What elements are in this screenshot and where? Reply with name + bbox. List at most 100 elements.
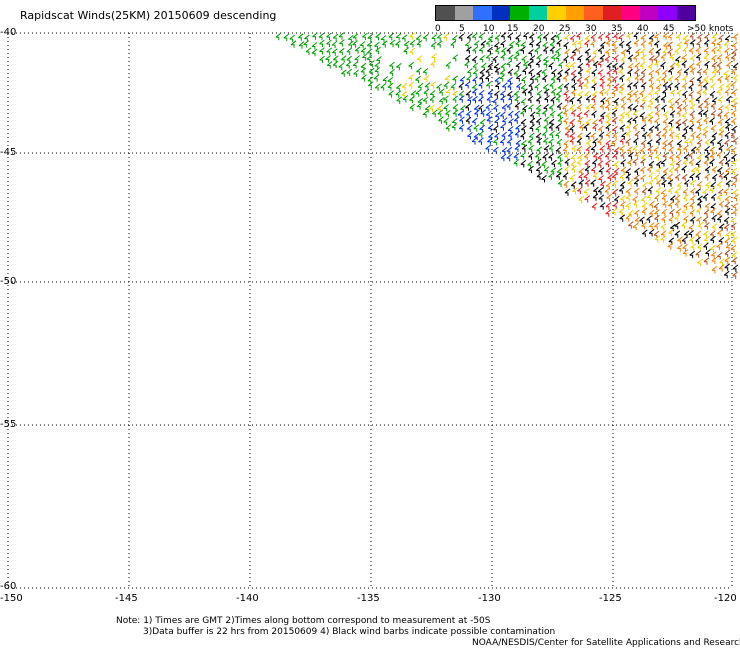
wind-barb xyxy=(688,138,695,146)
wind-barb xyxy=(634,130,641,139)
wind-barb xyxy=(725,179,732,188)
wind-barb xyxy=(541,74,548,83)
wind-barb xyxy=(718,130,725,138)
wind-barb xyxy=(668,125,675,134)
wind-barb xyxy=(478,104,484,112)
wind-barb xyxy=(639,112,646,120)
wind-barb xyxy=(648,209,655,217)
wind-barb xyxy=(555,172,562,180)
wind-barb xyxy=(709,75,716,83)
wind-barb xyxy=(557,153,563,161)
wind-barb xyxy=(460,105,466,113)
wind-barb xyxy=(696,153,703,162)
legend-label: 25 xyxy=(559,24,571,34)
wind-barb xyxy=(576,76,583,84)
wind-barb xyxy=(527,95,534,104)
wind-barb xyxy=(661,208,668,217)
wind-barb xyxy=(458,124,465,132)
wind-barb xyxy=(464,41,471,49)
wind-barb xyxy=(465,103,471,111)
wind-barb xyxy=(646,193,653,201)
wind-barb xyxy=(507,76,513,85)
wind-barb xyxy=(704,202,711,210)
wind-barb xyxy=(676,103,683,112)
wind-barb xyxy=(668,146,675,154)
wind-barb xyxy=(584,75,590,83)
wind-barb xyxy=(731,41,738,50)
wind-barb xyxy=(605,139,611,148)
wind-barb xyxy=(340,69,347,77)
wind-barb xyxy=(676,140,683,148)
wind-barb xyxy=(548,103,555,112)
wind-barb xyxy=(668,228,674,237)
wind-barb xyxy=(556,102,563,110)
wind-barb xyxy=(415,34,422,43)
note-line: NOAA/NESDIS/Center for Satellite Applica… xyxy=(472,638,740,648)
wind-barb xyxy=(472,76,478,84)
wind-barb xyxy=(452,103,459,112)
wind-barb xyxy=(528,40,535,48)
wind-barb xyxy=(656,179,662,187)
wind-barb xyxy=(660,189,667,197)
legend-swatch xyxy=(473,6,492,20)
wind-barb xyxy=(661,194,668,202)
wind-barb xyxy=(632,158,639,166)
legend-color-bar xyxy=(435,5,696,21)
wind-barb xyxy=(690,131,696,139)
wind-barb xyxy=(716,209,723,218)
wind-barb xyxy=(606,193,612,202)
wind-barb xyxy=(731,147,737,155)
wind-barb xyxy=(576,46,582,54)
wind-barb xyxy=(430,81,437,89)
wind-barb xyxy=(695,165,701,174)
wind-barb xyxy=(711,46,717,54)
wind-barb xyxy=(724,118,731,126)
notes-block: Note: 1) Times are GMT 2)Times along bot… xyxy=(116,616,740,649)
wind-barb xyxy=(437,109,444,117)
wind-barb xyxy=(704,138,711,147)
wind-barb xyxy=(689,173,695,181)
wind-barb xyxy=(696,68,703,76)
wind-barb xyxy=(640,68,647,77)
legend-swatch xyxy=(510,6,529,20)
wind-barb xyxy=(618,40,625,49)
wind-barb xyxy=(648,160,655,169)
wind-barb xyxy=(641,187,648,196)
wind-barb xyxy=(689,201,695,210)
wind-barb xyxy=(710,181,717,190)
wind-barb xyxy=(486,116,493,124)
wind-barb xyxy=(619,111,626,119)
lon-label: -125 xyxy=(599,593,622,604)
wind-barb xyxy=(667,242,674,250)
wind-barb xyxy=(571,40,578,48)
wind-barb xyxy=(632,90,639,98)
legend-swatch xyxy=(547,6,566,20)
wind-barb xyxy=(361,74,367,82)
wind-barb xyxy=(724,256,731,265)
wind-barb xyxy=(669,160,676,168)
wind-barb xyxy=(689,117,696,125)
wind-barb xyxy=(647,186,654,194)
wind-barb xyxy=(474,109,480,117)
wind-barb xyxy=(513,152,520,161)
wind-barb xyxy=(640,48,646,56)
wind-barb xyxy=(465,110,472,118)
wind-barb xyxy=(668,201,674,209)
wind-barb xyxy=(506,138,513,146)
wind-barb xyxy=(718,264,725,272)
wind-barb xyxy=(564,152,570,160)
wind-barb xyxy=(592,49,599,57)
wind-barb xyxy=(416,40,423,48)
wind-barb xyxy=(605,39,612,47)
wind-barb xyxy=(723,188,729,196)
wind-barb xyxy=(457,110,464,118)
lat-label: -40 xyxy=(0,27,17,38)
wind-barb xyxy=(683,215,689,223)
wind-barb xyxy=(543,88,550,96)
wind-barb xyxy=(675,160,682,168)
wind-barb xyxy=(730,81,737,89)
wind-barb xyxy=(647,116,654,124)
wind-barb xyxy=(695,96,702,104)
wind-barb xyxy=(578,173,584,181)
wind-barb xyxy=(555,54,561,62)
